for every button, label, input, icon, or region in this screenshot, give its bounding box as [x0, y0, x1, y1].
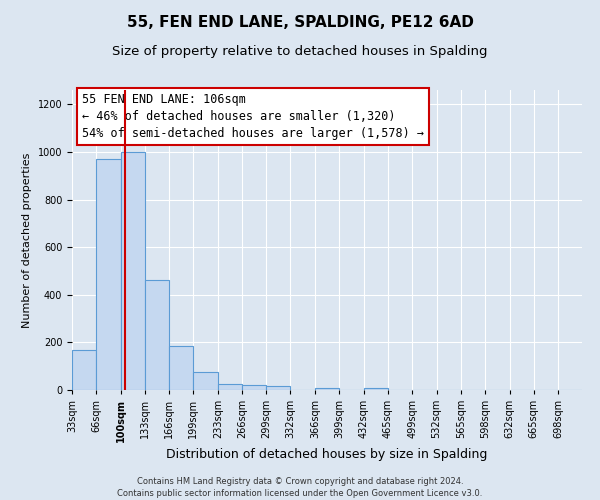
Y-axis label: Number of detached properties: Number of detached properties	[22, 152, 32, 328]
X-axis label: Distribution of detached houses by size in Spalding: Distribution of detached houses by size …	[166, 448, 488, 460]
Bar	[242, 385, 266, 390]
Text: Contains public sector information licensed under the Open Government Licence v3: Contains public sector information licen…	[118, 489, 482, 498]
Bar	[364, 388, 388, 390]
Text: Size of property relative to detached houses in Spalding: Size of property relative to detached ho…	[112, 45, 488, 58]
Bar	[72, 350, 96, 390]
Text: Contains HM Land Registry data © Crown copyright and database right 2024.: Contains HM Land Registry data © Crown c…	[137, 478, 463, 486]
Bar	[145, 280, 169, 390]
Bar	[121, 152, 145, 390]
Text: 55, FEN END LANE, SPALDING, PE12 6AD: 55, FEN END LANE, SPALDING, PE12 6AD	[127, 15, 473, 30]
Bar	[316, 388, 340, 390]
Bar	[96, 159, 121, 390]
Bar	[193, 372, 218, 390]
Text: 55 FEN END LANE: 106sqm
← 46% of detached houses are smaller (1,320)
54% of semi: 55 FEN END LANE: 106sqm ← 46% of detache…	[82, 93, 424, 140]
Bar	[169, 346, 193, 390]
Bar	[218, 384, 242, 390]
Bar	[266, 386, 290, 390]
